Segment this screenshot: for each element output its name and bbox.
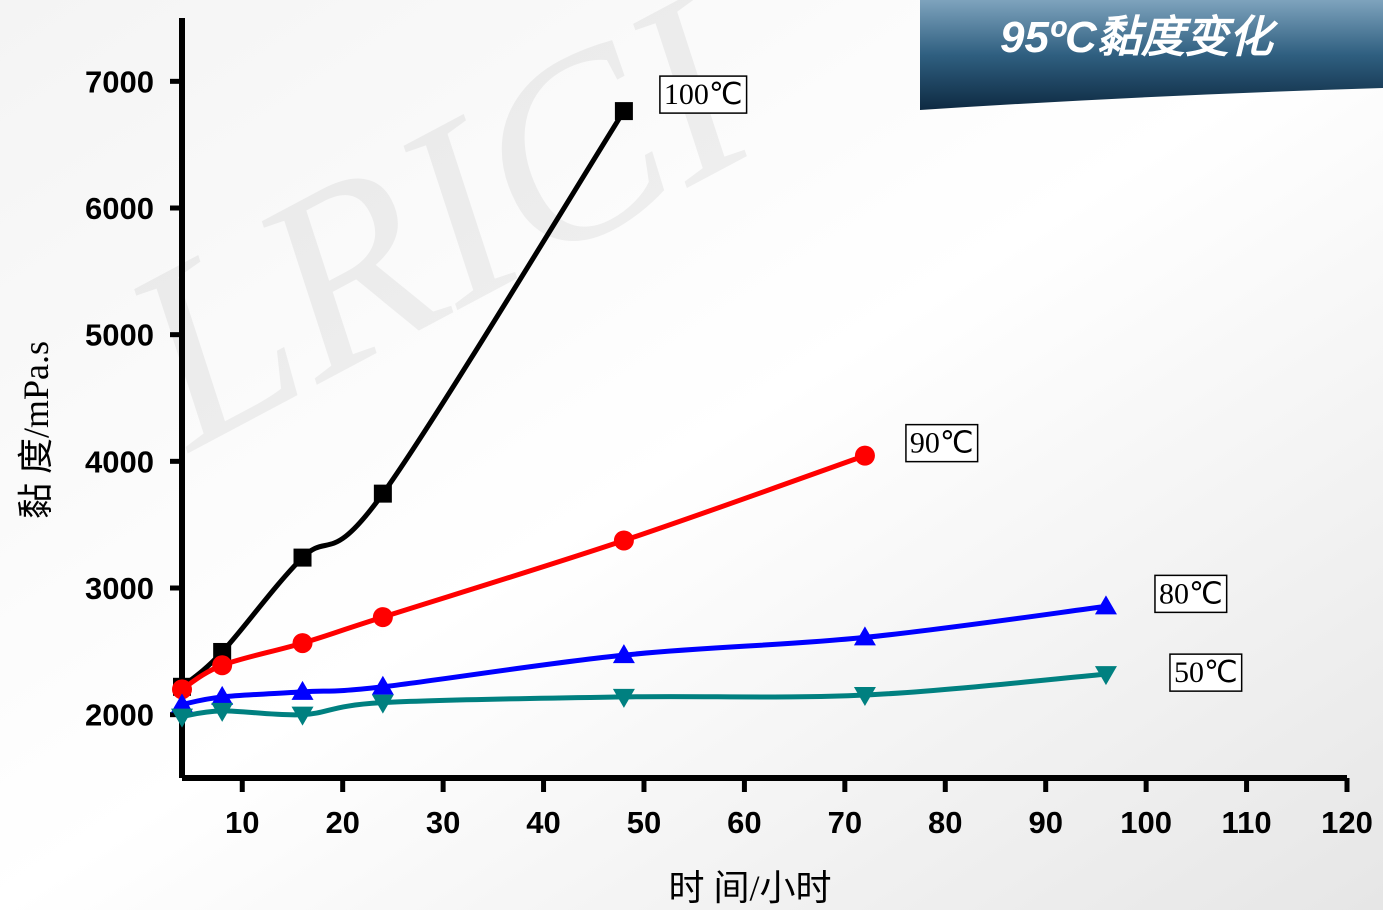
page: {"chart_data":{"type":"line","title":"95…: [0, 0, 1383, 910]
series-label: 100℃: [660, 76, 747, 113]
series-label-text: 50℃: [1174, 656, 1238, 689]
x-tick-label: 10: [225, 805, 259, 840]
series-label-text: 80℃: [1159, 577, 1223, 610]
y-tick-label: 2000: [85, 698, 154, 733]
chart: LRICI 95ºC黏度变化 时 间/小时 黏 度/mPa.s 20003000…: [0, 0, 1383, 910]
x-tick-label: 90: [1028, 805, 1062, 840]
series-label-text: 90℃: [910, 427, 974, 460]
x-tick-label: 80: [928, 805, 962, 840]
marker: [293, 633, 313, 653]
x-tick-label: 60: [727, 805, 761, 840]
x-tick-label: 50: [627, 805, 661, 840]
marker: [614, 531, 634, 551]
series-label-text: 100℃: [664, 78, 743, 111]
series-label: 50℃: [1170, 654, 1242, 691]
x-tick-label: 40: [526, 805, 560, 840]
marker: [212, 655, 232, 675]
marker: [855, 446, 875, 466]
x-axis-label: 时 间/小时: [668, 868, 831, 908]
y-axis-label: 黏 度/mPa.s: [16, 341, 56, 519]
y-tick-label: 5000: [85, 318, 154, 353]
marker: [294, 549, 312, 567]
marker: [373, 607, 393, 627]
y-tick-label: 3000: [85, 571, 154, 606]
x-tick-label: 120: [1321, 805, 1373, 840]
x-tick-label: 30: [426, 805, 460, 840]
chart-title: 95ºC黏度变化: [1000, 13, 1279, 62]
y-tick-label: 6000: [85, 191, 154, 226]
y-tick-label: 7000: [85, 64, 154, 99]
series-label: 80℃: [1155, 575, 1227, 612]
x-tick-label: 110: [1222, 805, 1272, 840]
x-tick-label: 20: [325, 805, 359, 840]
series-label: 90℃: [906, 425, 978, 462]
y-tick-label: 4000: [85, 444, 154, 479]
x-tick-label: 100: [1120, 805, 1172, 840]
marker: [374, 485, 392, 503]
marker: [615, 102, 633, 120]
x-tick-label: 70: [828, 805, 862, 840]
